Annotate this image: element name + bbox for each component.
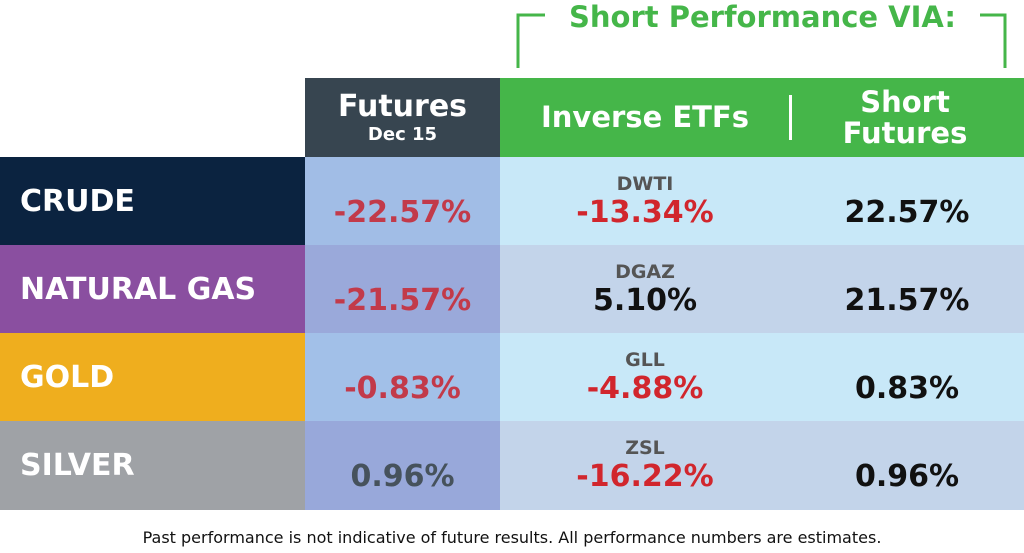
etf-value: -4.88% xyxy=(586,370,704,406)
header-divider xyxy=(789,95,792,140)
row-label: SILVER xyxy=(0,421,305,510)
row-band xyxy=(500,245,1024,333)
etf-ticker: GLL xyxy=(625,348,665,371)
row-band xyxy=(500,157,1024,245)
short-cell: 0.96% xyxy=(790,421,1024,510)
etf-ticker: DGAZ xyxy=(615,260,675,283)
etf-ticker: DWTI xyxy=(616,172,674,195)
etf-value: -13.34% xyxy=(576,194,714,230)
etf-value: -16.22% xyxy=(576,459,714,494)
group-title: Short Performance VIA: xyxy=(569,0,956,34)
column-title: Short Futures xyxy=(842,85,968,150)
futures-value: -22.57% xyxy=(333,194,472,230)
row-label: NATURAL GAS xyxy=(0,245,305,333)
column-subtitle: Dec 15 xyxy=(367,123,438,145)
short-value: 0.83% xyxy=(854,370,960,406)
futures-cell: -21.57% xyxy=(305,245,500,333)
etf-ticker: ZSL xyxy=(625,437,665,459)
column-header: Futures Dec 15 xyxy=(305,78,500,157)
header-band xyxy=(500,78,1024,157)
futures-value: -0.83% xyxy=(344,370,461,406)
group-bracket xyxy=(516,13,1007,68)
futures-value: -21.57% xyxy=(333,282,472,318)
column-title: Inverse ETFs xyxy=(541,100,749,134)
etf-cell: GLL -4.88% xyxy=(500,333,790,421)
futures-cell: -22.57% xyxy=(305,157,500,245)
futures-cell: 0.96% xyxy=(305,421,500,510)
row-label: GOLD xyxy=(0,333,305,421)
row-label: CRUDE xyxy=(0,157,305,245)
row-band xyxy=(500,333,1024,421)
footnote: Past performance is not indicative of fu… xyxy=(142,528,882,547)
short-cell: 21.57% xyxy=(790,245,1024,333)
short-value: 22.57% xyxy=(844,194,970,230)
etf-value: 5.10% xyxy=(592,282,698,318)
etf-cell: DGAZ 5.10% xyxy=(500,245,790,333)
futures-cell: -0.83% xyxy=(305,333,500,421)
etf-cell: DWTI -13.34% xyxy=(500,157,790,245)
etf-cell: ZSL -16.22% xyxy=(500,421,790,510)
short-value: 0.96% xyxy=(854,459,960,494)
column-title: Futures xyxy=(337,88,468,124)
row-band xyxy=(500,421,1024,510)
short-value: 21.57% xyxy=(844,282,970,318)
short-cell: 22.57% xyxy=(790,157,1024,245)
short-cell: 0.83% xyxy=(790,333,1024,421)
futures-value: 0.96% xyxy=(350,459,455,494)
